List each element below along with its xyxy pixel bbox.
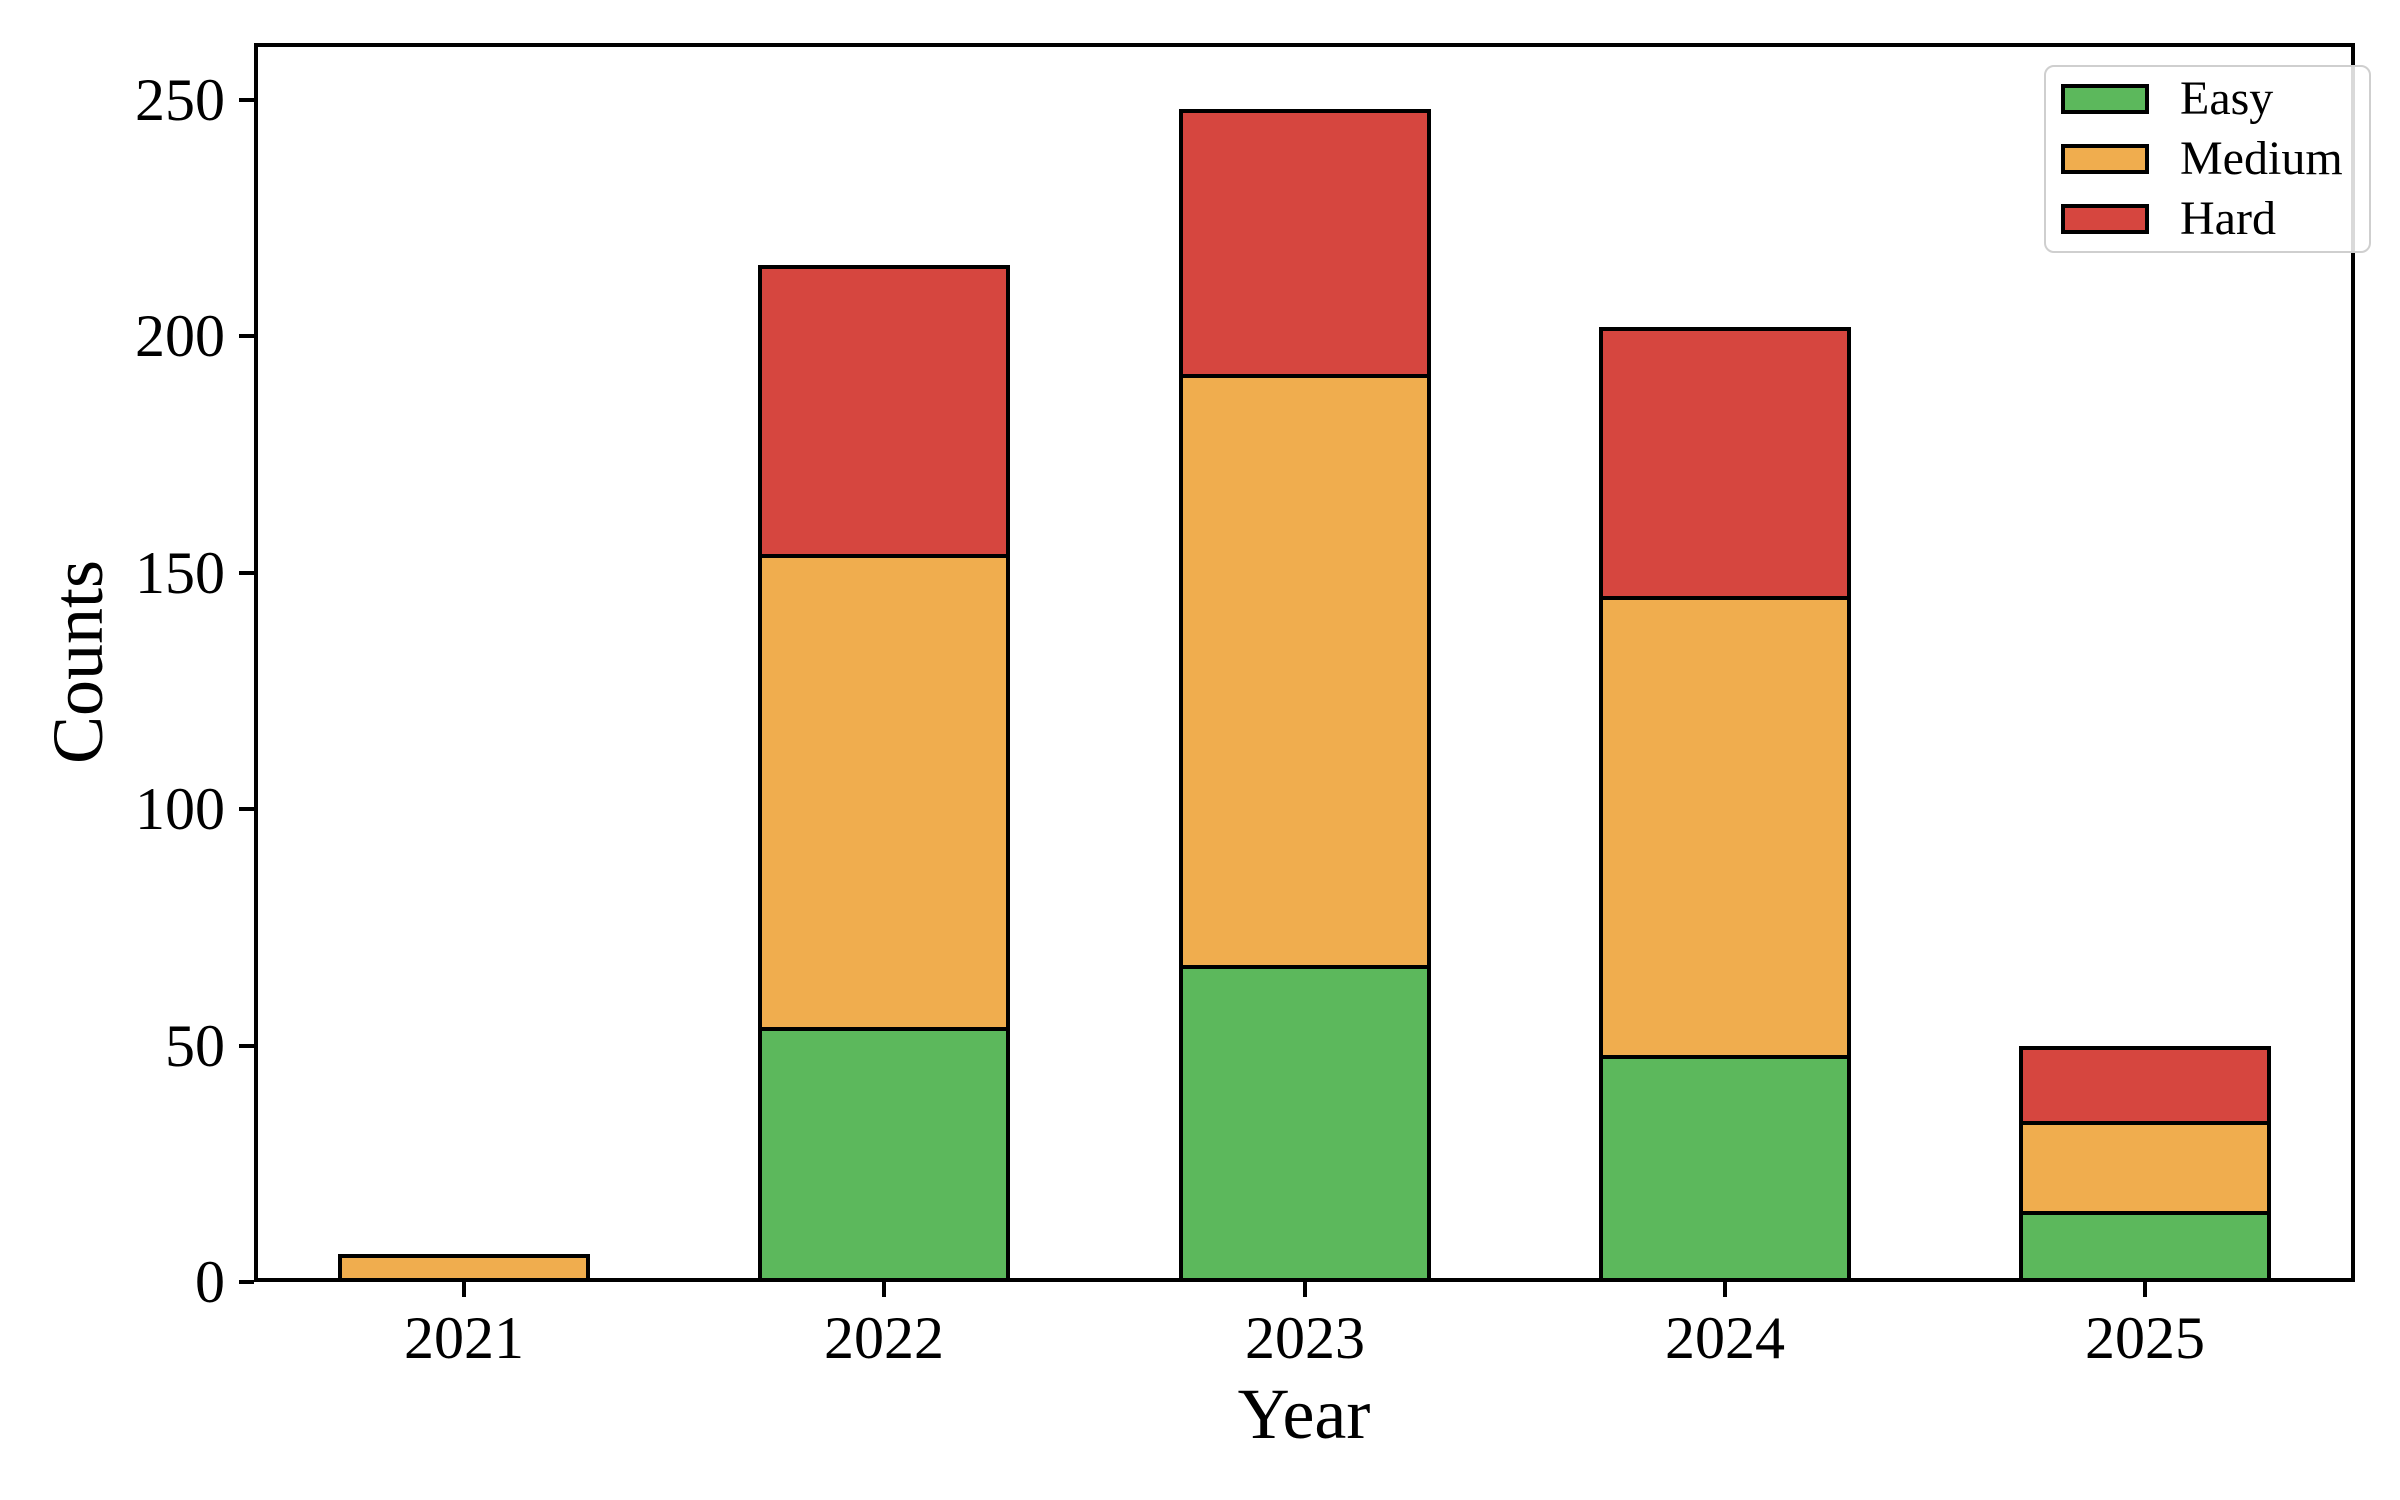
y-tick-label: 200: [135, 303, 225, 370]
x-tick-mark: [462, 1282, 466, 1297]
x-tick-label: 2025: [2085, 1305, 2205, 1371]
y-tick-mark: [239, 97, 254, 102]
legend-label-easy: Easy: [2180, 72, 2274, 125]
x-axis-title: Year: [1237, 1374, 1371, 1454]
x-tick-mark: [1303, 1282, 1307, 1297]
x-tick-label: 2023: [1245, 1305, 1365, 1371]
legend-label-hard: Hard: [2180, 192, 2276, 245]
y-tick-mark: [239, 334, 254, 339]
y-tick-label: 0: [195, 1249, 225, 1315]
legend-item-medium: Medium: [2061, 135, 2343, 183]
legend-swatch-easy: [2061, 84, 2149, 114]
legend: Easy Medium Hard: [2044, 65, 2371, 253]
x-tick-mark: [1723, 1282, 1727, 1297]
bar-segment-2022-medium: [758, 553, 1010, 1031]
y-tick-label: 250: [135, 66, 225, 133]
bar-segment-2023-easy: [1179, 965, 1431, 1282]
x-tick-mark: [2143, 1282, 2147, 1297]
y-tick-mark: [239, 1280, 254, 1284]
y-tick-label: 50: [165, 1012, 225, 1079]
bar-segment-2025-easy: [2019, 1211, 2271, 1282]
x-tick-label: 2021: [404, 1305, 524, 1371]
x-tick-label: 2024: [1665, 1305, 1785, 1371]
y-tick-mark: [239, 807, 254, 812]
y-tick-label: 100: [135, 776, 225, 843]
legend-swatch-hard: [2061, 204, 2149, 234]
legend-item-hard: Hard: [2061, 195, 2343, 243]
bar-segment-2025-hard: [2019, 1045, 2271, 1126]
x-tick-label: 2022: [824, 1305, 944, 1371]
y-axis-title: Counts: [38, 559, 118, 765]
legend-swatch-medium: [2061, 144, 2149, 174]
plot-area: 2021 2022 2023 2024 2025 0 50 100 150 200 250 Easy…: [135, 43, 2371, 1368]
y-tick-mark: [239, 570, 254, 575]
bar-segment-2024-easy: [1599, 1055, 1851, 1282]
bar-segment-2024-medium: [1599, 596, 1851, 1060]
bar-segment-2022-hard: [758, 265, 1010, 558]
y-tick-mark: [239, 1043, 254, 1048]
bar-segment-2021-medium: [338, 1253, 590, 1282]
bar-segment-2024-hard: [1599, 326, 1851, 601]
bar-segment-2023-medium: [1179, 374, 1431, 970]
bar-segment-2025-medium: [2019, 1121, 2271, 1216]
x-tick-mark: [882, 1282, 886, 1297]
legend-item-easy: Easy: [2061, 75, 2343, 123]
bar-segment-2023-hard: [1179, 109, 1431, 379]
bar-segment-2022-easy: [758, 1026, 1010, 1282]
y-tick-label: 150: [135, 539, 225, 606]
legend-label-medium: Medium: [2180, 132, 2343, 185]
